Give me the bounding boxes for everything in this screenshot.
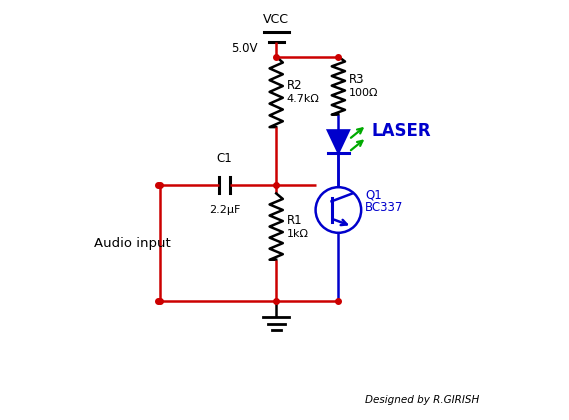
Text: R1: R1 <box>287 214 302 227</box>
Text: Audio input: Audio input <box>94 236 171 249</box>
Text: 5.0V: 5.0V <box>231 42 258 55</box>
Text: 1kΩ: 1kΩ <box>287 229 308 239</box>
Text: Q1: Q1 <box>365 189 382 202</box>
Text: 2.2μF: 2.2μF <box>209 205 240 215</box>
Text: BC337: BC337 <box>365 202 403 215</box>
Text: C1: C1 <box>217 152 232 165</box>
Text: VCC: VCC <box>263 13 289 26</box>
Text: 100Ω: 100Ω <box>349 88 378 98</box>
Text: R2: R2 <box>287 79 302 92</box>
Text: Designed by R.GIRISH: Designed by R.GIRISH <box>365 395 479 405</box>
Text: 4.7kΩ: 4.7kΩ <box>287 94 319 104</box>
Polygon shape <box>328 130 349 153</box>
Text: LASER: LASER <box>372 122 431 140</box>
Text: R3: R3 <box>349 73 364 86</box>
